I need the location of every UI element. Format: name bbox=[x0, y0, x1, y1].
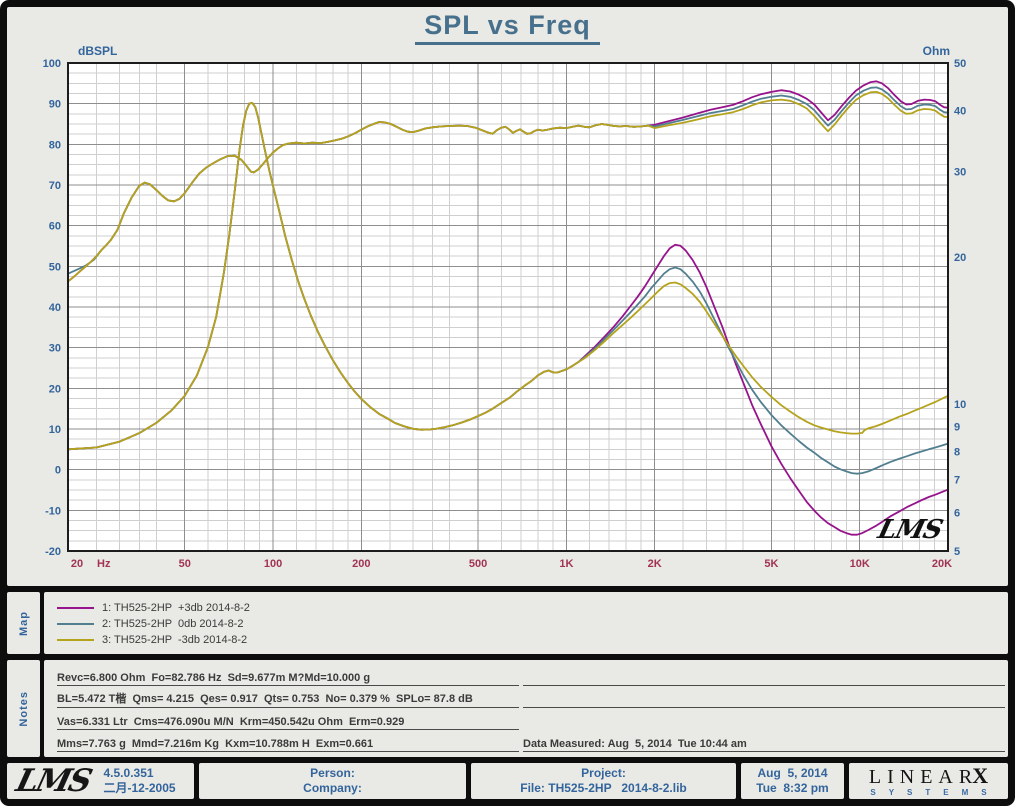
tick-label: 20 bbox=[954, 252, 966, 264]
legend-label: 1: TH525-2HP +3db 2014-8-2 bbox=[102, 602, 250, 614]
legend-line-swatch bbox=[57, 639, 94, 641]
legend-entry: 2: TH525-2HP 0db 2014-8-2 bbox=[57, 616, 1008, 632]
linearx-main: LINEAR bbox=[868, 766, 979, 788]
chart-title-text: SPL vs Freq bbox=[415, 10, 600, 45]
linearx-wordmark: LINEARX bbox=[868, 765, 988, 788]
right-axis-title: Ohm bbox=[923, 44, 950, 58]
project-label: Project: bbox=[581, 766, 626, 780]
tick-label: 50 bbox=[49, 261, 61, 273]
version-block: 4.5.0.351 二月-12-2005 bbox=[104, 766, 176, 796]
notes-data-measured-row: Data Measured: Aug 5, 2014 Tue 10:44 am bbox=[523, 731, 1005, 752]
chart-title: SPL vs Freq bbox=[7, 10, 1008, 45]
spl-minus3db-curve bbox=[67, 91, 949, 283]
left-axis-title: dBSPL bbox=[78, 44, 117, 58]
tick-label: 60 bbox=[49, 221, 61, 233]
notes-tab-label: Notes bbox=[17, 690, 30, 727]
tick-label: 5 bbox=[954, 546, 960, 558]
tick-label: 20 bbox=[49, 383, 61, 395]
legend-entry: 1: TH525-2HP +3db 2014-8-2 bbox=[57, 600, 1008, 616]
footer-person-cell: Person: Company: bbox=[199, 763, 466, 799]
imp-minus3db-curve bbox=[67, 102, 949, 451]
tick-label: 10 bbox=[954, 399, 966, 411]
legend-entry: 3: TH525-2HP -3db 2014-8-2 bbox=[57, 632, 1008, 648]
linearx-logo: LINEARX SYSTEMS bbox=[849, 763, 1008, 799]
tick-label: 20K bbox=[932, 558, 952, 570]
tick-label: 40 bbox=[954, 105, 966, 117]
tick-label: -10 bbox=[45, 505, 61, 517]
tick-label: 9 bbox=[954, 421, 960, 433]
tick-label: 30 bbox=[49, 343, 61, 355]
footer-project-cell: Project: File: TH525-2HP 2014-8-2.lib bbox=[471, 763, 736, 799]
linearx-systems: SYSTEMS bbox=[870, 788, 1000, 797]
tick-label: 2K bbox=[648, 558, 662, 570]
tick-label: 7 bbox=[954, 475, 960, 487]
spl-vs-freq-chart: 1009080706050403020100-10-20504030201098… bbox=[43, 44, 967, 570]
legend-label: 2: TH525-2HP 0db 2014-8-2 bbox=[102, 618, 244, 630]
company-label: Company: bbox=[303, 781, 362, 795]
app-version: 4.5.0.351 bbox=[103, 766, 154, 780]
axis-labels: 1009080706050403020100-10-20504030201098… bbox=[43, 44, 967, 570]
map-tab-label: Map bbox=[17, 610, 30, 636]
tick-label: -20 bbox=[45, 546, 61, 558]
notes-content: Revc=6.800 Ohm Fo=82.786 Hz Sd=9.677m M?… bbox=[44, 660, 1008, 757]
map-tab: Map bbox=[7, 592, 40, 654]
plot-border bbox=[67, 62, 949, 552]
tick-label: 6 bbox=[954, 507, 960, 519]
tick-label: 30 bbox=[954, 166, 966, 178]
tick-label: 500 bbox=[469, 558, 487, 570]
tick-label: 70 bbox=[49, 180, 61, 192]
notes-tab: Notes bbox=[7, 660, 40, 757]
footer-time: Tue 8:32 pm bbox=[756, 781, 829, 795]
tick-label: 10 bbox=[49, 424, 61, 436]
tick-label: 80 bbox=[49, 139, 61, 151]
person-label: Person: bbox=[310, 766, 355, 780]
notes-blank-row bbox=[523, 687, 1005, 708]
tick-label: 0 bbox=[55, 465, 61, 477]
tick-label: 1K bbox=[559, 558, 573, 570]
tick-label: 100 bbox=[43, 58, 61, 70]
tick-label: 50 bbox=[179, 558, 191, 570]
app-build-date: 二月-12-2005 bbox=[103, 781, 176, 795]
legend-line-swatch bbox=[57, 623, 94, 625]
legend-line-swatch bbox=[57, 607, 94, 609]
tick-label: 20 bbox=[71, 558, 83, 570]
tick-label: 200 bbox=[352, 558, 370, 570]
notes-parameter-row: BL=5.472 T楷 Qms= 4.215 Qes= 0.917 Qts= 0… bbox=[57, 687, 519, 708]
curves bbox=[67, 80, 949, 536]
lms-logo: LMS bbox=[12, 763, 94, 799]
tick-label: 100 bbox=[264, 558, 282, 570]
footer-date: Aug 5, 2014 bbox=[757, 766, 828, 780]
legend-rows: 1: TH525-2HP +3db 2014-8-2 2: TH525-2HP 0… bbox=[44, 592, 1008, 648]
legend-label: 3: TH525-2HP -3db 2014-8-2 bbox=[102, 634, 248, 646]
linearx-x: X bbox=[972, 763, 995, 788]
tick-label: Hz bbox=[97, 558, 111, 570]
tick-label: 50 bbox=[954, 58, 966, 70]
tick-label: 40 bbox=[49, 302, 61, 314]
footer-version-cell: LMS 4.5.0.351 二月-12-2005 bbox=[7, 763, 194, 799]
tick-label: 8 bbox=[954, 446, 960, 458]
map-legend: 1: TH525-2HP +3db 2014-8-2 2: TH525-2HP 0… bbox=[44, 592, 1008, 654]
notes-parameter-row: Vas=6.331 Ltr Cms=476.090u M/N Krm=450.5… bbox=[57, 709, 519, 730]
notes-blank-row bbox=[523, 665, 1005, 686]
notes-parameter-row: Mms=7.763 g Mmd=7.216m Kg Kxm=10.788m H … bbox=[57, 731, 519, 752]
notes-parameter-row: Revc=6.800 Ohm Fo=82.786 Hz Sd=9.677m M?… bbox=[57, 665, 519, 686]
footer-date-cell: Aug 5, 2014 Tue 8:32 pm bbox=[741, 763, 844, 799]
project-file: File: TH525-2HP 2014-8-2.lib bbox=[520, 781, 687, 795]
lms-watermark: LMS bbox=[874, 514, 945, 545]
tick-label: 90 bbox=[49, 99, 61, 111]
tick-label: 10K bbox=[850, 558, 870, 570]
tick-label: 5K bbox=[764, 558, 778, 570]
chart-panel: SPL vs Freq 100 90 80 70 60 50 40 30 20 10 0 -10 -20… bbox=[7, 7, 1008, 586]
